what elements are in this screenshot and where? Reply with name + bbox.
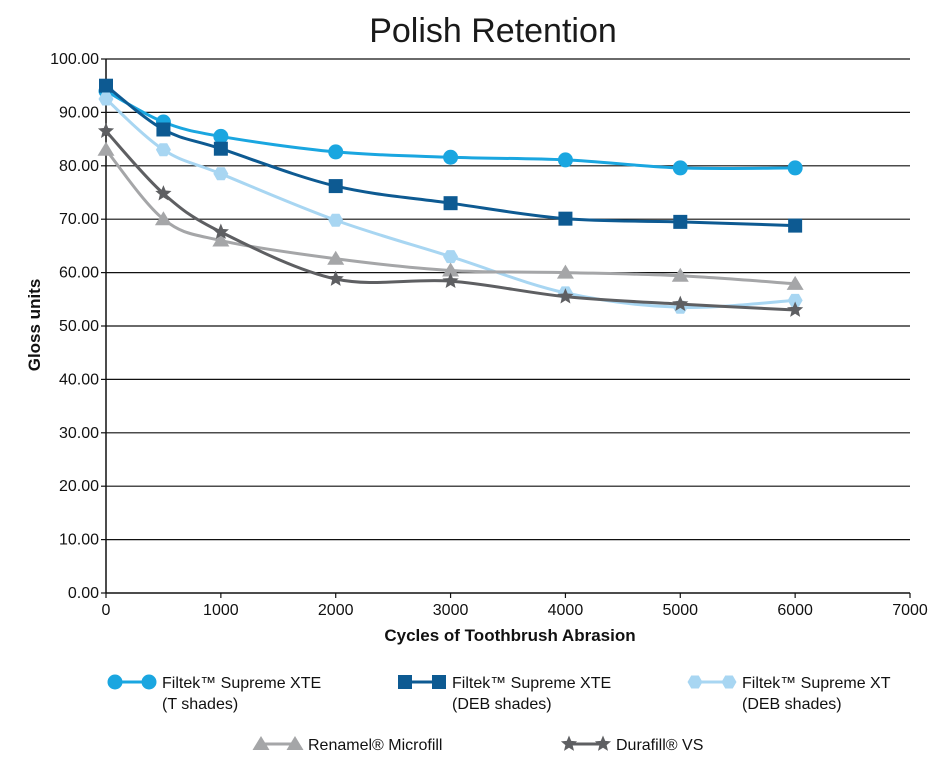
- data-point: [156, 122, 171, 137]
- x-tick-label: 3000: [433, 602, 469, 619]
- y-axis-label: Gloss units: [25, 279, 44, 372]
- y-tick-label: 20.00: [59, 478, 99, 495]
- x-tick-labels: 0 1000 2000 3000 4000 5000 6000 7000: [102, 602, 928, 619]
- data-point: [557, 288, 574, 304]
- legend-item: Filtek™ Supreme XTE (T shades): [107, 674, 321, 713]
- data-point: [328, 179, 343, 194]
- y-tick-label: 70.00: [59, 211, 99, 228]
- data-point: [327, 270, 344, 286]
- data-point: [154, 211, 172, 226]
- legend-marker: [107, 674, 123, 690]
- x-tick-label: 1000: [203, 602, 239, 619]
- legend-marker: [594, 735, 612, 751]
- data-point: [558, 211, 573, 226]
- y-tick-label: 0.00: [68, 585, 99, 602]
- series-line: [104, 130, 796, 312]
- y-tick-label: 10.00: [59, 532, 99, 549]
- data-point: [98, 92, 114, 106]
- data-point: [442, 262, 460, 277]
- legend-marker: [252, 736, 270, 750]
- legend-item: Renamel® Microfill: [252, 736, 442, 754]
- series-layer: [97, 78, 804, 317]
- data-point: [328, 213, 344, 227]
- data-point: [213, 167, 229, 181]
- legend-marker: [286, 736, 304, 750]
- legend-label: Renamel® Microfill: [308, 737, 442, 754]
- legend-item: Filtek™ Supreme XTE (DEB shades): [398, 675, 611, 713]
- data-point: [327, 250, 345, 265]
- series-2: [99, 78, 803, 233]
- legend-label: (T shades): [162, 696, 238, 713]
- legend-label: Filtek™ Supreme XTE: [452, 675, 611, 692]
- data-point: [671, 267, 689, 282]
- y-tick-label: 60.00: [59, 265, 99, 282]
- data-point: [97, 122, 115, 138]
- data-point: [557, 152, 573, 168]
- y-tick-label: 50.00: [59, 318, 99, 335]
- legend-label: Filtek™ Supreme XTE: [162, 675, 321, 692]
- legend-label: (DEB shades): [742, 696, 842, 713]
- x-tick-label: 0: [102, 602, 111, 619]
- x-tick-label: 5000: [662, 602, 698, 619]
- legend-label: Durafill® VS: [616, 737, 703, 754]
- x-tick-label: 7000: [892, 602, 928, 619]
- data-point: [443, 196, 458, 211]
- data-point: [155, 185, 172, 201]
- chart-title: Polish Retention: [369, 12, 617, 50]
- data-point: [788, 218, 803, 233]
- legend-marker: [721, 675, 737, 689]
- x-tick-label: 2000: [318, 602, 354, 619]
- data-point: [212, 223, 229, 239]
- data-point: [155, 143, 171, 157]
- data-point: [443, 149, 459, 165]
- data-point: [672, 160, 688, 176]
- legend-marker: [560, 735, 578, 751]
- data-point: [442, 272, 459, 289]
- y-tick-label: 40.00: [59, 371, 99, 388]
- y-tick-label: 30.00: [59, 425, 99, 442]
- series-5: [97, 122, 804, 317]
- data-point: [443, 250, 459, 264]
- data-point: [213, 141, 228, 156]
- data-point: [212, 232, 230, 247]
- data-point: [786, 275, 804, 290]
- legend-marker: [141, 674, 157, 690]
- y-tick-label: 100.00: [50, 51, 99, 68]
- data-point: [97, 141, 115, 156]
- y-tick-label: 80.00: [59, 158, 99, 175]
- legend-item: Filtek™ Supreme XT (DEB shades): [687, 675, 891, 713]
- data-point: [787, 160, 803, 176]
- series-4: [97, 141, 804, 290]
- legend-marker: [398, 675, 412, 689]
- legend-marker: [432, 675, 446, 689]
- series-line: [104, 148, 796, 286]
- legend-label: (DEB shades): [452, 696, 552, 713]
- data-point: [672, 295, 689, 311]
- data-point: [673, 214, 688, 229]
- x-axis-label: Cycles of Toothbrush Abrasion: [384, 626, 635, 645]
- x-tick-label: 6000: [777, 602, 813, 619]
- data-point: [328, 144, 344, 160]
- y-tick-labels: 0.00 10.00 20.00 30.00 40.00 50.00 60.00 70.00 8…: [50, 51, 99, 602]
- data-point: [99, 78, 113, 93]
- x-tick-label: 4000: [548, 602, 584, 619]
- y-tick-label: 90.00: [59, 104, 99, 121]
- series-1: [98, 83, 803, 176]
- legend-label: Filtek™ Supreme XT: [742, 675, 891, 692]
- data-point: [787, 293, 803, 307]
- legend: Filtek™ Supreme XTE(T shades)Filtek™ Sup…: [107, 674, 891, 754]
- data-point: [787, 301, 804, 317]
- data-point: [556, 264, 574, 279]
- legend-item: Durafill® VS: [560, 735, 703, 754]
- data-point: [213, 128, 229, 144]
- legend-marker: [687, 675, 703, 689]
